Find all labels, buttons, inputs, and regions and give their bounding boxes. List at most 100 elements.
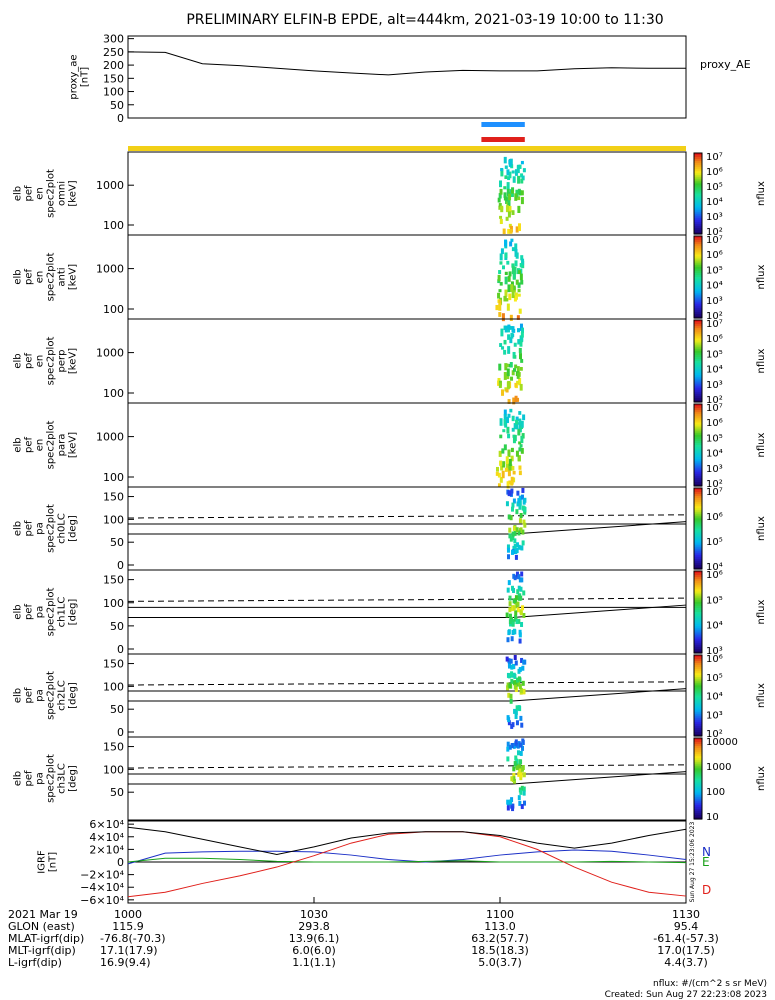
colorbar-tick-label: 10⁵: [706, 433, 723, 444]
colorbar-swatch: [694, 336, 702, 340]
colorbar-tick-label: 10⁶: [706, 250, 723, 261]
colorbar-swatch: [694, 788, 702, 792]
spectrogram-cell: [498, 363, 502, 371]
spectrogram-cell: [514, 382, 518, 388]
pitch-angle-ylabel-line: pa: [35, 522, 46, 534]
spectrogram-cell: [508, 205, 512, 213]
spectrogram-cell: [506, 481, 510, 489]
loss-cone-dashed: [127, 764, 687, 769]
pitch-angle-tick-label: 50: [110, 536, 124, 549]
pitch-angle-cell: [517, 530, 521, 536]
pitch-angle-cell: [523, 800, 527, 806]
colorbar-swatch: [694, 577, 702, 580]
pitch-angle-frame: [127, 736, 687, 821]
spectrogram-cell: [511, 266, 515, 275]
pitch-angle-cell: [515, 765, 519, 771]
colorbar-swatch: [694, 181, 702, 184]
pitch-angle-cell: [506, 685, 510, 691]
ae-series-label: proxy_AE: [700, 58, 751, 71]
colorbar-swatch: [694, 560, 702, 564]
spectrogram-cell: [514, 193, 518, 201]
spectrogram-tick-label: 100: [103, 219, 124, 232]
colorbar-swatch: [694, 377, 702, 381]
colorbar-swatch: [694, 426, 702, 430]
pitch-angle-cell: [522, 790, 526, 796]
spectrogram-cell: [518, 164, 522, 169]
pitch-angle-cell: [511, 531, 515, 537]
colorbar-swatch: [694, 191, 702, 195]
colorbar-label: nflux: [756, 181, 767, 206]
colorbar-swatch: [694, 634, 702, 638]
colorbar-swatch: [694, 514, 702, 517]
colorbar-swatch: [694, 445, 702, 448]
colorbar-swatch: [694, 291, 702, 294]
footer-time-label: 1000: [114, 908, 142, 921]
spectrogram-cell: [504, 467, 508, 472]
spectrogram-cell: [508, 464, 512, 471]
spectrogram-cell: [507, 433, 511, 439]
pitch-angle-cell: [520, 722, 524, 728]
colorbar-swatch: [694, 270, 702, 274]
pitch-angle-cell: [520, 621, 524, 627]
colorbar-swatch: [694, 599, 702, 603]
pitch-angle-cell: [522, 519, 526, 525]
colorbar-swatch: [694, 711, 702, 715]
spectrogram-cell: [518, 377, 522, 386]
spectrogram-cell: [503, 156, 507, 164]
spectrogram-cell: [499, 477, 503, 483]
colorbar-swatch: [694, 289, 702, 292]
colorbar-swatch: [694, 530, 702, 534]
colorbar-swatch: [694, 195, 702, 199]
igrf-ylabel-line: [nT]: [48, 852, 59, 872]
pitch-angle-cell: [512, 766, 516, 772]
spectrogram-tick-label: 100: [103, 387, 124, 400]
spectrogram-cell: [517, 328, 521, 333]
colorbar-swatch: [694, 467, 702, 471]
spectrogram-cell: [511, 326, 515, 333]
spectrogram-cell: [506, 182, 510, 190]
spectrogram-cell: [501, 470, 505, 479]
spectrogram-cell: [497, 483, 501, 488]
colorbar-swatch: [694, 287, 702, 290]
colorbar-swatch: [694, 153, 702, 156]
colorbar-swatch: [694, 526, 702, 530]
pitch-angle-cell: [509, 799, 513, 805]
pitch-angle-cell: [519, 610, 523, 616]
spectrogram-cell: [519, 444, 523, 448]
spectrogram-cell: [504, 239, 508, 247]
colorbar-swatch: [694, 605, 702, 609]
colorbar-swatch: [694, 461, 702, 465]
spectrogram-cell: [513, 342, 517, 347]
spectrogram-cell: [513, 423, 517, 430]
colorbar-swatch: [694, 340, 702, 344]
colorbar-swatch: [694, 774, 702, 778]
pitch-angle-cell: [513, 684, 517, 690]
colorbar-swatch: [694, 693, 702, 697]
pitch-angle-cell: [510, 678, 514, 684]
footer-column-value: 1.1(1.1): [292, 956, 336, 969]
pitch-angle-tick-label: 50: [110, 786, 124, 799]
spectrogram-cell: [514, 364, 518, 369]
ae-tick-label: 50: [110, 99, 124, 112]
spectrogram-cell: [520, 173, 524, 178]
spectrogram-cell: [517, 205, 521, 213]
pitch-angle-cell: [513, 575, 517, 581]
colorbar-swatch: [694, 272, 702, 276]
pitch-angle-cell: [518, 667, 522, 673]
spectrogram-cell: [513, 266, 517, 275]
pitch-angle-frame: [127, 653, 687, 738]
spectrogram-cell: [509, 229, 513, 234]
pitch-angle-ylabel-line: ch1LC: [57, 597, 68, 628]
colorbar-swatch: [694, 502, 702, 505]
footer-overlap-value: 17.1(17.9): [100, 944, 158, 957]
colorbar-swatch: [694, 780, 702, 784]
pitch-angle-tick-label: 50: [110, 703, 124, 716]
colorbar-tick-label: 10⁴: [706, 281, 723, 292]
pitch-angle-cell: [509, 515, 513, 521]
pitch-angle-cell: [516, 750, 520, 756]
pitch-angle-cell: [510, 671, 514, 677]
loss-cone-dashed: [127, 597, 687, 602]
spectrogram-cell: [497, 472, 501, 478]
colorbar-swatch: [694, 740, 702, 743]
spectrogram-cell: [511, 210, 515, 216]
